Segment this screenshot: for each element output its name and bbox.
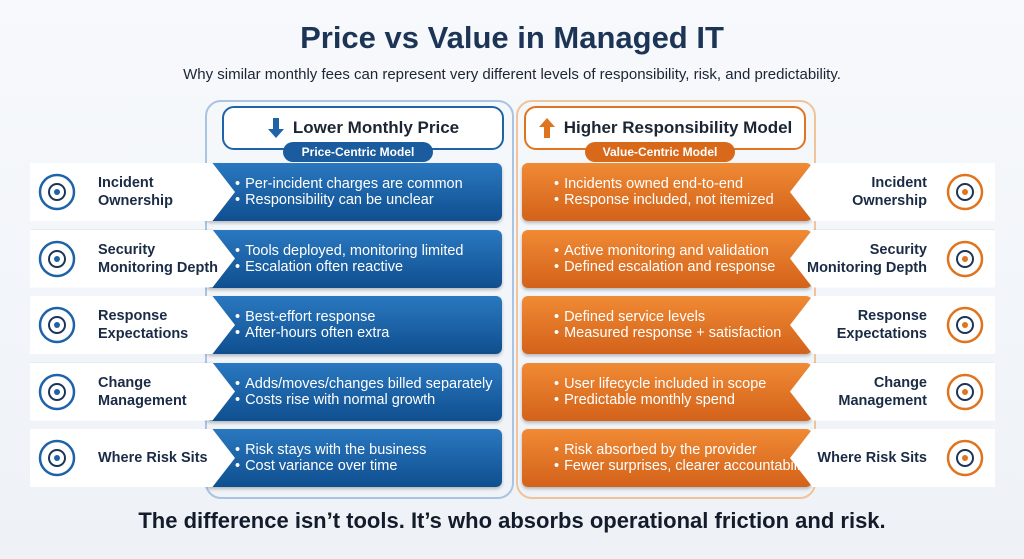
- row-icon: [946, 372, 984, 411]
- label-line: Incident: [98, 175, 154, 191]
- label-line: Incident: [871, 175, 927, 191]
- footer: The difference isn’t tools. It’s who abs…: [138, 508, 886, 533]
- left-model-pill: Price-Centric Model: [283, 142, 433, 162]
- row-label: Where Risk Sits: [790, 429, 927, 487]
- row-icon: [38, 173, 76, 211]
- left-bullets: Risk stays with the businessCost varianc…: [205, 429, 502, 487]
- left-bullets: Tools deployed, monitoring limitedEscala…: [205, 229, 502, 288]
- row-label: Incident Ownership: [790, 163, 927, 221]
- bullet-text: Risk absorbed by the provider: [554, 442, 812, 458]
- label-line: Change: [873, 374, 927, 391]
- row-label: Incident Ownership: [98, 163, 228, 221]
- label-line: Response: [98, 308, 168, 324]
- row-icon: [946, 239, 984, 278]
- bullet-text: Risk stays with the business: [235, 442, 502, 458]
- icon-glyph: [946, 240, 984, 277]
- label-line: Ownership: [852, 193, 927, 209]
- bullet-text: Measured response + satisfaction: [554, 325, 812, 341]
- right-header-title: Higher Responsibility Model: [563, 118, 793, 137]
- left-bullets: Adds/moves/changes billed separatelyCost…: [205, 362, 502, 421]
- row-label: Security Monitoring Depth: [98, 230, 228, 288]
- down-arrow-icon: [267, 118, 284, 138]
- up-arrow-icon: [538, 118, 555, 138]
- subtitle: Why similar monthly fees can represent v…: [183, 66, 841, 83]
- icon-glyph: [946, 306, 984, 344]
- right-bullets: Incidents owned end-to-endResponse inclu…: [522, 163, 812, 221]
- row-icon: [38, 439, 76, 477]
- row-icon: [38, 239, 76, 278]
- bullet-text: Costs rise with normal growth: [235, 392, 502, 408]
- right-bullets: Defined service levelsMeasured response …: [522, 296, 812, 354]
- bullet-text: Active monitoring and validation: [554, 243, 812, 259]
- label-line: Management: [838, 392, 927, 409]
- icon-glyph: [38, 439, 76, 477]
- row-icon: [38, 306, 76, 344]
- label-line: Security: [98, 241, 156, 258]
- bullet-text: After-hours often extra: [235, 325, 502, 341]
- title: Price vs Value in Managed IT: [300, 20, 724, 55]
- bullet-text: User lifecycle included in scope: [554, 376, 812, 392]
- row-icon: [946, 173, 984, 211]
- left-bullets: Per-incident charges are commonResponsib…: [205, 163, 502, 221]
- label-line: Where Risk Sits: [98, 450, 208, 466]
- label-line: Monitoring Depth: [806, 259, 927, 276]
- row-icon: [946, 306, 984, 344]
- label-line: Expectations: [98, 326, 189, 342]
- icon-glyph: [38, 240, 76, 277]
- label-line: Change: [98, 374, 152, 391]
- bullet-text: Predictable monthly spend: [554, 392, 812, 408]
- icon-glyph: [946, 439, 984, 477]
- bullet-text: Fewer surprises, clearer accountability: [554, 458, 812, 474]
- icon-glyph: [946, 373, 984, 410]
- label-line: Response: [857, 308, 927, 324]
- label-line: Security: [869, 241, 927, 258]
- bullet-text: Escalation often reactive: [235, 259, 502, 275]
- bullet-text: Incidents owned end-to-end: [554, 176, 812, 192]
- row-label: Security Monitoring Depth: [790, 230, 927, 288]
- left-bullets: Best-effort responseAfter-hours often ex…: [205, 296, 502, 354]
- row-label: Response Expectations: [790, 296, 927, 354]
- icon-glyph: [38, 373, 76, 410]
- label-line: Ownership: [98, 193, 173, 209]
- icon-glyph: [946, 173, 984, 211]
- left-header-title: Lower Monthly Price: [292, 118, 460, 137]
- icon-glyph: [38, 306, 76, 344]
- bullet-text: Defined service levels: [554, 309, 812, 325]
- row-label: Response Expectations: [98, 296, 228, 354]
- right-bullets: Risk absorbed by the providerFewer surpr…: [522, 429, 812, 487]
- bullet-text: Cost variance over time: [235, 458, 502, 474]
- label-line: Where Risk Sits: [817, 450, 927, 466]
- label-line: Management: [98, 392, 187, 409]
- bullet-text: Tools deployed, monitoring limited: [235, 243, 502, 259]
- label-line: Expectations: [836, 326, 927, 342]
- bullet-text: Adds/moves/changes billed separately: [235, 376, 502, 392]
- right-bullets: Active monitoring and validationDefined …: [522, 229, 812, 288]
- bullet-text: Response included, not itemized: [554, 192, 812, 208]
- bullet-text: Best-effort response: [235, 309, 502, 325]
- row-icon: [946, 439, 984, 477]
- row-label: Change Management: [98, 363, 228, 421]
- icon-glyph: [38, 173, 76, 211]
- right-model-pill: Value-Centric Model: [585, 142, 735, 162]
- bullet-text: Defined escalation and response: [554, 259, 812, 275]
- row-icon: [38, 372, 76, 411]
- label-line: Monitoring Depth: [98, 259, 219, 276]
- row-label: Where Risk Sits: [98, 429, 228, 487]
- bullet-text: Responsibility can be unclear: [235, 192, 502, 208]
- right-bullets: User lifecycle included in scopePredicta…: [522, 362, 812, 421]
- row-label: Change Management: [790, 363, 927, 421]
- bullet-text: Per-incident charges are common: [235, 176, 502, 192]
